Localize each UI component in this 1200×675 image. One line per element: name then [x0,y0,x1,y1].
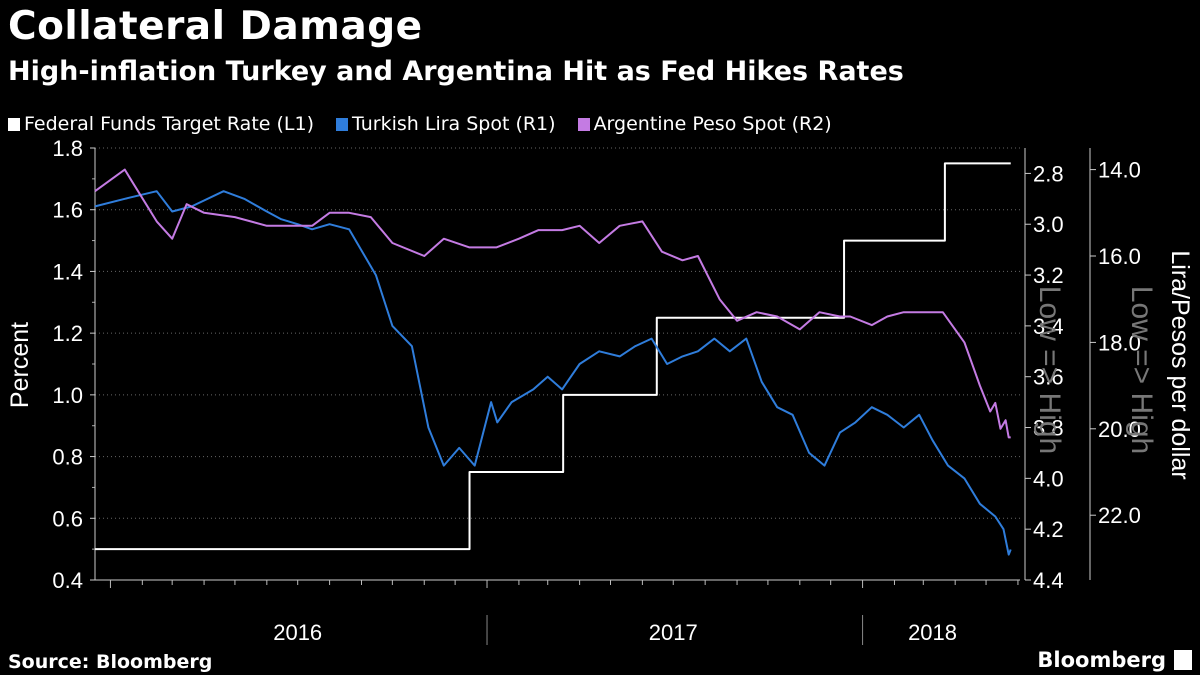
r1-tick-label: 2.8 [1033,161,1064,186]
r1-tick-label: 3.4 [1033,314,1064,339]
legend-label-turkish-lira: Turkish Lira Spot (R1) [352,113,556,135]
legend-swatch-argentine-peso [577,117,590,131]
r2-tick-label: 20.0 [1098,417,1141,442]
x-tick-label-year: 2018 [908,620,957,645]
left-tick-label: 0.6 [52,506,83,531]
chart-subtitle: High-inflation Turkey and Argentina Hit … [8,56,904,87]
axis-labels: Percent Lira/Pesos per dollar Low => Hig… [6,250,1194,479]
brand-wordmark: Bloomberg [1037,648,1166,672]
legend-item-argentine-peso: Argentine Peso Spot (R2) [577,113,832,135]
y-axis-r1-direction-label: Low => High [1033,286,1066,454]
legend: Federal Funds Target Rate (L1) Turkish L… [8,113,832,135]
chart-title: Collateral Damage [8,4,423,49]
legend-label-argentine-peso: Argentine Peso Spot (R2) [593,113,832,135]
argentine-peso-line [94,168,1011,439]
r1-tick-label: 4.0 [1033,466,1064,491]
r2-tick-label: 16.0 [1098,244,1141,269]
left-tick-label: 0.4 [52,568,83,593]
left-tick-label: 1.2 [52,321,83,346]
r1-tick-label: 3.0 [1033,212,1064,237]
left-tick-label: 1.8 [52,136,83,161]
left-tick-label: 1.4 [52,259,83,284]
r1-tick-label: 3.6 [1033,365,1064,390]
r1-tick-label: 3.2 [1033,263,1064,288]
left-tick-label: 0.8 [52,445,83,470]
legend-label-fed-funds: Federal Funds Target Rate (L1) [24,113,315,135]
y-axis-left-title: Percent [6,322,34,408]
legend-item-turkish-lira: Turkish Lira Spot (R1) [336,113,556,135]
series-layer [94,162,1012,556]
r2-tick-label: 18.0 [1098,330,1141,355]
y-axis-right-title: Lira/Pesos per dollar [1166,250,1194,479]
r1-tick-label: 4.2 [1033,517,1064,542]
y-axis-r2-direction-label: Low => High [1125,286,1158,454]
r1-tick-label: 4.4 [1033,568,1064,593]
fed-funds-line [95,162,1011,551]
turkish-lira-line [94,190,1012,556]
bloomberg-logo-icon [1174,650,1192,670]
axes: 1.8 1.6 1.4 1.2 1.0 0.8 0.6 0.4 2.8 3.0 3.2 3.4 3.6 3… [52,136,1141,645]
grid [95,147,1020,581]
r2-tick-label: 14.0 [1098,158,1141,183]
x-tick-label-year: 2016 [273,620,322,645]
x-tick-label-year: 2017 [649,620,698,645]
source-note: Source: Bloomberg [8,651,213,673]
legend-swatch-turkish-lira [336,117,349,131]
legend-item-fed-funds: Federal Funds Target Rate (L1) [8,113,314,135]
r1-tick-label: 3.8 [1033,416,1064,441]
r2-tick-label: 22.0 [1098,503,1141,528]
legend-swatch-fed-funds [8,117,20,131]
left-tick-label: 1.6 [52,198,83,223]
left-tick-label: 1.0 [52,383,83,408]
